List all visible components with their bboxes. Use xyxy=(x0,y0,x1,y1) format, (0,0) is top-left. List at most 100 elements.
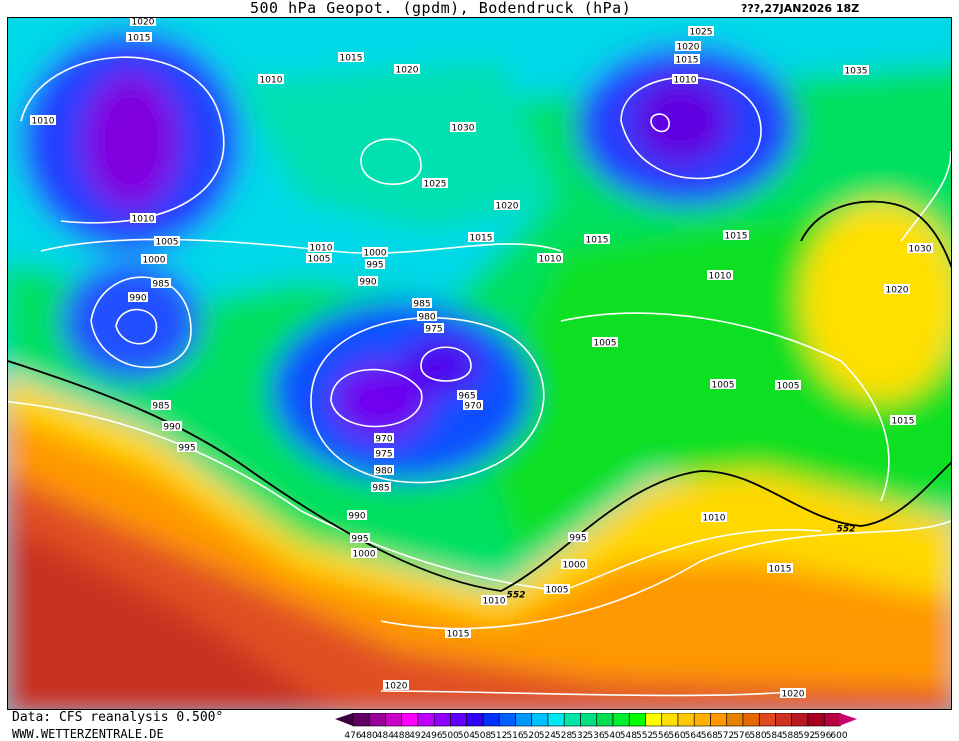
legend-tick-label: 528 xyxy=(555,731,572,741)
isobar-label: 990 xyxy=(163,423,180,433)
isobar-label-bg xyxy=(424,323,444,333)
legend-swatch xyxy=(758,713,776,727)
geopotential-label: 552 xyxy=(507,591,526,601)
isobar-label-bg xyxy=(394,64,420,74)
legend-tick-label: 564 xyxy=(685,731,702,741)
isobar-label-bg xyxy=(258,74,284,84)
isobar-label-bg xyxy=(351,548,377,558)
legend-swatch xyxy=(693,713,711,727)
legend-swatch xyxy=(710,713,728,727)
isobar-label-bg xyxy=(130,213,156,223)
isobar-label-bg xyxy=(710,379,736,389)
legend-arrow-low xyxy=(335,713,353,726)
legend-swatch xyxy=(612,713,630,727)
isobar-label-bg xyxy=(468,232,494,242)
isobar-label-bg xyxy=(126,32,152,42)
isobar-label: 1005 xyxy=(156,238,179,248)
legend-tick-label: 532 xyxy=(571,731,588,741)
legend-swatch xyxy=(482,713,500,727)
isobar-label: 1020 xyxy=(396,66,419,76)
legend-swatch xyxy=(791,713,809,727)
legend-tick-label: 572 xyxy=(717,731,734,741)
isobar-label-bg xyxy=(374,448,394,458)
legend-swatch xyxy=(742,713,760,727)
legend-swatch xyxy=(433,713,451,727)
legend-swatch xyxy=(596,713,614,727)
isobar-label: 985 xyxy=(413,300,430,310)
isobar-label: 1020 xyxy=(385,682,408,692)
isobar-label-bg xyxy=(30,115,56,125)
isobar-label: 1035 xyxy=(845,67,868,77)
legend-swatch xyxy=(823,713,841,727)
isobar-label: 1015 xyxy=(470,234,493,244)
isobar-label: 995 xyxy=(178,444,195,454)
isobar-label-bg xyxy=(707,270,733,280)
legend-tick-label: 480 xyxy=(361,731,378,741)
isobar-label: 990 xyxy=(348,512,365,522)
isobar-label-bg xyxy=(177,442,197,452)
legend-swatch xyxy=(515,713,533,727)
isobar-label: 970 xyxy=(464,402,481,412)
isobar-label-bg xyxy=(417,311,437,321)
isobar-label-bg xyxy=(561,559,587,569)
isobar-label-bg xyxy=(154,236,180,246)
isobar-label: 1030 xyxy=(909,245,932,255)
legend-tick-label: 576 xyxy=(733,731,750,741)
geopotential-label: 552 xyxy=(837,525,856,535)
isobar-label: 995 xyxy=(569,534,586,544)
legend-swatch xyxy=(417,713,435,727)
legend-tick-label: 600 xyxy=(830,731,847,741)
legend-tick-label: 512 xyxy=(490,731,507,741)
legend-tick-label: 488 xyxy=(393,731,410,741)
isobar-label: 1025 xyxy=(690,28,713,38)
isobar-label-bg xyxy=(151,278,171,288)
legend-tick-label: 496 xyxy=(425,731,442,741)
isobar-label-bg xyxy=(450,122,476,132)
map-date: ???,27JAN2026 18Z xyxy=(741,2,860,15)
isobar-label-bg xyxy=(130,18,156,26)
isobar-label-bg xyxy=(371,482,391,492)
legend-tick-label: 596 xyxy=(814,731,831,741)
isobar-label: 990 xyxy=(359,278,376,288)
legend-tick-label: 592 xyxy=(798,731,815,741)
website-link[interactable]: WWW.WETTERZENTRALE.DE xyxy=(12,727,164,741)
isobar-label-bg xyxy=(688,26,714,36)
legend-swatch xyxy=(645,713,663,727)
map-canvas: 1020 1015 1010 1010 1015 1020 1030 1025 1020 1010… xyxy=(8,18,951,709)
legend-tick-label: 476 xyxy=(344,731,361,741)
legend-swatch xyxy=(628,713,646,727)
legend-tick-label: 536 xyxy=(587,731,604,741)
isobar-label: 1015 xyxy=(676,56,699,66)
color-legend: 476 480 484 488 492 496 500 504 508 512 516 520 524 5… xyxy=(335,713,857,741)
isobar-label: 985 xyxy=(152,402,169,412)
isobar-label: 1010 xyxy=(674,76,697,86)
isobar-label: 975 xyxy=(425,325,442,335)
isobar-label: 1025 xyxy=(424,180,447,190)
isobar-label-bg xyxy=(422,178,448,188)
data-source: Data: CFS reanalysis 0.500° xyxy=(12,710,224,725)
weather-map: 1020 1015 1010 1010 1015 1020 1030 1025 1020 1010… xyxy=(7,17,952,710)
isobar-label-bg xyxy=(306,253,332,263)
isobar-label: 1005 xyxy=(712,381,735,391)
isobar-label: 965 xyxy=(458,392,475,402)
isobar-label: 1010 xyxy=(483,597,506,607)
isobar-label-bg xyxy=(308,242,334,252)
legend-tick-label: 540 xyxy=(604,731,621,741)
isobar-label-bg xyxy=(672,74,698,84)
isobar-label-bg xyxy=(151,400,171,410)
isobar-label-bg xyxy=(723,230,749,240)
isobar-labels: 1020 1015 1010 1010 1015 1020 1030 1025 1020 1010… xyxy=(30,18,933,700)
isobar-label: 980 xyxy=(418,313,435,323)
isobar-label-bg xyxy=(457,390,477,400)
contour-552 xyxy=(8,360,951,592)
contour-552-east xyxy=(800,200,951,269)
isobar-label: 1005 xyxy=(594,339,617,349)
isobar-label-bg xyxy=(884,284,910,294)
isobar-label: 985 xyxy=(372,484,389,494)
map-title: 500 hPa Geopot. (gpdm), Bodendruck (hPa) xyxy=(250,0,632,17)
isobar-label-bg xyxy=(374,433,394,443)
isobar-label: 1015 xyxy=(447,630,470,640)
isobar-label-bg xyxy=(141,254,167,264)
isobar-label: 1020 xyxy=(496,202,519,212)
isobar-label: 1020 xyxy=(782,690,805,700)
